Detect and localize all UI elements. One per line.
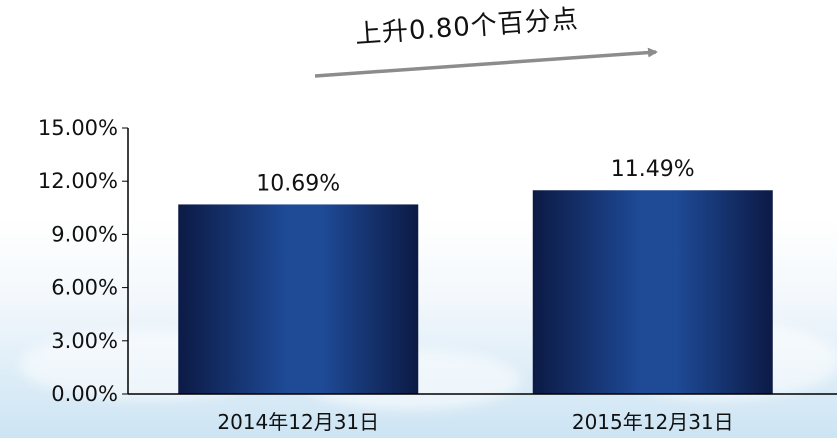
category-label: 2015年12月31日 xyxy=(572,410,734,434)
y-tick-label: 0.00% xyxy=(51,382,118,406)
data-label: 10.69% xyxy=(256,171,340,196)
y-tick-label: 6.00% xyxy=(51,276,118,300)
y-tick-label: 15.00% xyxy=(38,116,118,140)
y-tick-label: 3.00% xyxy=(51,329,118,353)
category-label: 2014年12月31日 xyxy=(217,410,379,434)
bar xyxy=(532,190,773,394)
bar xyxy=(178,204,419,394)
y-tick-label: 9.00% xyxy=(51,222,118,246)
data-label: 11.49% xyxy=(611,157,695,182)
y-tick-label: 12.00% xyxy=(38,169,118,193)
trend-arrow xyxy=(314,47,658,78)
